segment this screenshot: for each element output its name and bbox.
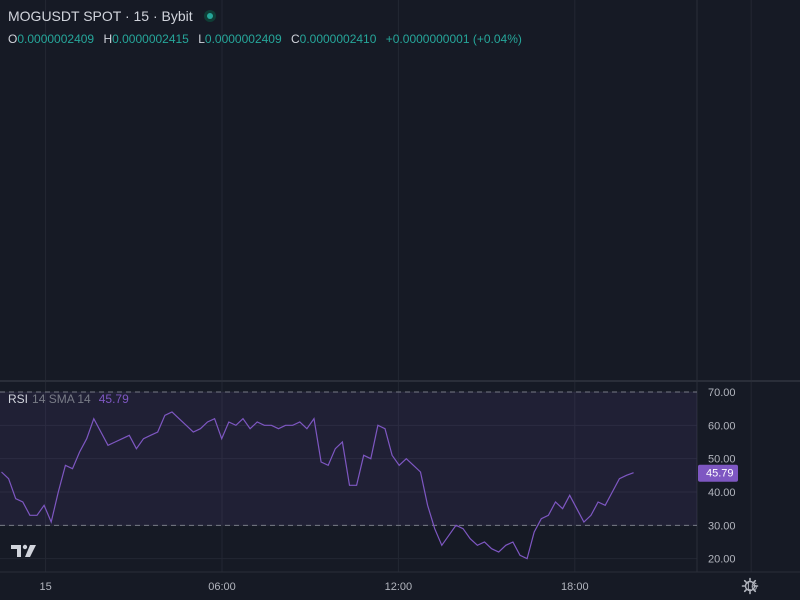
high-label: H — [103, 32, 113, 46]
close-label: C — [290, 32, 300, 46]
tradingview-logo-icon[interactable] — [9, 540, 39, 560]
rsi-tick-label: 50.00 — [708, 454, 736, 466]
low-label: L — [198, 32, 205, 46]
rsi-tick-label: 60.00 — [708, 420, 736, 432]
market-status-icon — [204, 10, 217, 22]
rsi-last-label: 45.79 — [706, 468, 734, 480]
rsi-line — [1, 411, 634, 560]
rsi-params: 14 SMA 14 — [32, 392, 91, 406]
rsi-axis[interactable]: 70.00 60.00 50.00 40.00 30.00 20.00 — [708, 387, 736, 566]
rsi-tick-label: 40.00 — [708, 487, 736, 499]
close-value: 0.0000002410 — [299, 32, 377, 46]
time-tick-label: 18:00 — [561, 581, 589, 593]
rsi-name: RSI — [8, 392, 29, 406]
rsi-tick-label: 30.00 — [708, 520, 736, 532]
symbol-title: MOGUSDT SPOT · 15 · Bybit — [8, 8, 193, 24]
open-label: O — [8, 32, 18, 46]
rsi-series-line — [1, 411, 634, 560]
rsi-tick-label: 70.00 — [708, 387, 736, 399]
ohlc-values: O0.0000002409 H0.0000002415 L0.000000240… — [8, 32, 528, 46]
symbol-legend[interactable]: MOGUSDT SPOT · 15 · Bybit — [8, 8, 217, 24]
rsi-band — [0, 391, 697, 526]
time-tick-label: 15 — [39, 581, 51, 593]
low-value: 0.0000002409 — [204, 32, 282, 46]
change-value: +0.0000000001 (+0.04%) — [385, 32, 522, 46]
time-axis[interactable]: 15 06:00 12:00 18:00 16 — [39, 581, 757, 593]
high-value: 0.0000002415 — [112, 32, 189, 46]
time-tick-label: 12:00 — [385, 581, 413, 593]
gear-icon[interactable] — [741, 577, 759, 595]
rsi-last-badge — [698, 464, 738, 482]
grid — [0, 0, 800, 573]
rsi-value: 45.79 — [98, 392, 129, 406]
time-tick-label: 06:00 — [208, 581, 236, 593]
rsi-last-value-marker: 45.79 — [698, 464, 738, 482]
open-value: 0.0000002409 — [17, 32, 95, 46]
rsi-tick-label: 20.00 — [708, 554, 736, 566]
rsi-legend[interactable]: RSI 14 SMA 14 45.79 — [8, 392, 129, 406]
